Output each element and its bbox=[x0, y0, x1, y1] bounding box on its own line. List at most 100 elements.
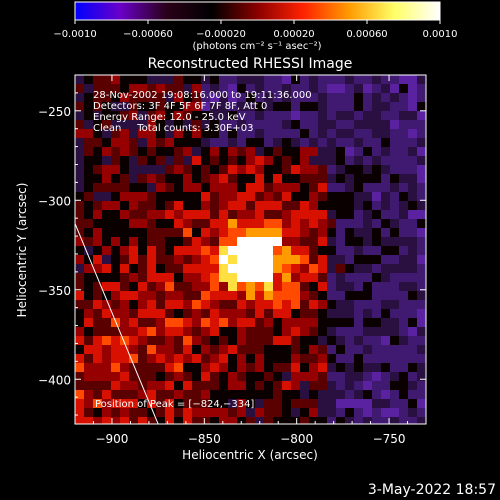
heatmap-cell bbox=[327, 327, 336, 336]
heatmap-cell bbox=[237, 129, 246, 138]
heatmap-cell bbox=[246, 165, 255, 174]
heatmap-cell bbox=[228, 336, 237, 345]
heatmap-cell bbox=[345, 363, 354, 372]
heatmap-cell bbox=[336, 309, 345, 318]
heatmap-cell bbox=[84, 246, 93, 255]
heatmap-cell bbox=[273, 174, 282, 183]
heatmap-cell bbox=[246, 246, 255, 255]
heatmap-cell bbox=[246, 228, 255, 237]
heatmap-cell bbox=[345, 327, 354, 336]
heatmap-cell bbox=[183, 75, 192, 84]
heatmap-cell bbox=[336, 183, 345, 192]
heatmap-cell bbox=[201, 255, 210, 264]
heatmap-cell bbox=[408, 174, 417, 183]
heatmap-cell bbox=[165, 390, 174, 399]
heatmap-cell bbox=[354, 219, 363, 228]
heatmap-cell bbox=[228, 147, 237, 156]
heatmap-cell bbox=[327, 174, 336, 183]
heatmap-cell bbox=[399, 111, 408, 120]
y-tick-label: −300 bbox=[38, 194, 71, 208]
heatmap-cell bbox=[273, 309, 282, 318]
heatmap-cell bbox=[408, 354, 417, 363]
heatmap-cell bbox=[345, 84, 354, 93]
heatmap-cell bbox=[282, 300, 291, 309]
heatmap-cell bbox=[120, 246, 129, 255]
heatmap-cell bbox=[102, 165, 111, 174]
heatmap-cell bbox=[201, 165, 210, 174]
heatmap-cell bbox=[363, 147, 372, 156]
heatmap-cell bbox=[129, 327, 138, 336]
heatmap-cell bbox=[138, 84, 147, 93]
heatmap-cell bbox=[291, 228, 300, 237]
heatmap-cell bbox=[264, 417, 273, 424]
heatmap-cell bbox=[192, 147, 201, 156]
heatmap-cell bbox=[165, 129, 174, 138]
heatmap-cell bbox=[228, 129, 237, 138]
heatmap-cell bbox=[219, 381, 228, 390]
heatmap-cell bbox=[300, 399, 309, 408]
heatmap-cell bbox=[300, 291, 309, 300]
heatmap-cell bbox=[363, 408, 372, 417]
heatmap-cell bbox=[381, 201, 390, 210]
heatmap-cell bbox=[138, 120, 147, 129]
heatmap-cell bbox=[273, 201, 282, 210]
heatmap-cell bbox=[192, 156, 201, 165]
heatmap-cell bbox=[84, 282, 93, 291]
heatmap-cell bbox=[327, 102, 336, 111]
heatmap-cell bbox=[93, 264, 102, 273]
heatmap-cell bbox=[120, 399, 129, 408]
heatmap-cell bbox=[111, 237, 120, 246]
heatmap-cell bbox=[228, 138, 237, 147]
heatmap-cell bbox=[372, 156, 381, 165]
heatmap-cell bbox=[345, 138, 354, 147]
heatmap-cell bbox=[201, 300, 210, 309]
heatmap-cell bbox=[237, 282, 246, 291]
heatmap-cell bbox=[120, 309, 129, 318]
heatmap-cell bbox=[273, 183, 282, 192]
heatmap-cell bbox=[336, 219, 345, 228]
heatmap-cell bbox=[264, 318, 273, 327]
heatmap-cell bbox=[372, 399, 381, 408]
heatmap-cell bbox=[156, 237, 165, 246]
heatmap-cell bbox=[300, 255, 309, 264]
heatmap-cell bbox=[363, 273, 372, 282]
heatmap-cell bbox=[219, 390, 228, 399]
heatmap-cell bbox=[390, 237, 399, 246]
heatmap-cell bbox=[75, 102, 84, 111]
heatmap-cell bbox=[246, 390, 255, 399]
heatmap-cell bbox=[165, 84, 174, 93]
heatmap-cell bbox=[228, 219, 237, 228]
heatmap-cell bbox=[228, 408, 237, 417]
heatmap-cell bbox=[291, 354, 300, 363]
heatmap-cell bbox=[120, 120, 129, 129]
heatmap-cell bbox=[147, 75, 156, 84]
heatmap-cell bbox=[183, 102, 192, 111]
heatmap-cell bbox=[408, 210, 417, 219]
heatmap-cell bbox=[156, 93, 165, 102]
heatmap-cell bbox=[219, 300, 228, 309]
heatmap-cell bbox=[363, 300, 372, 309]
heatmap-cell bbox=[174, 300, 183, 309]
heatmap-cell bbox=[417, 237, 426, 246]
heatmap-cell bbox=[201, 237, 210, 246]
heatmap-cell bbox=[156, 183, 165, 192]
heatmap-cell bbox=[237, 192, 246, 201]
heatmap-cell bbox=[201, 120, 210, 129]
heatmap-cell bbox=[129, 408, 138, 417]
heatmap-cell bbox=[174, 93, 183, 102]
heatmap-cell bbox=[84, 237, 93, 246]
heatmap-cell bbox=[273, 417, 282, 424]
heatmap-cell bbox=[237, 102, 246, 111]
heatmap-cell bbox=[183, 246, 192, 255]
heatmap-cell bbox=[246, 363, 255, 372]
heatmap-cell bbox=[210, 138, 219, 147]
heatmap-cell bbox=[93, 372, 102, 381]
heatmap-cell bbox=[174, 363, 183, 372]
heatmap-cell bbox=[228, 264, 237, 273]
heatmap-cell bbox=[84, 156, 93, 165]
heatmap-cell bbox=[264, 192, 273, 201]
heatmap-cell bbox=[363, 381, 372, 390]
heatmap-cell bbox=[336, 264, 345, 273]
heatmap-cell bbox=[354, 336, 363, 345]
heatmap-cell bbox=[192, 228, 201, 237]
